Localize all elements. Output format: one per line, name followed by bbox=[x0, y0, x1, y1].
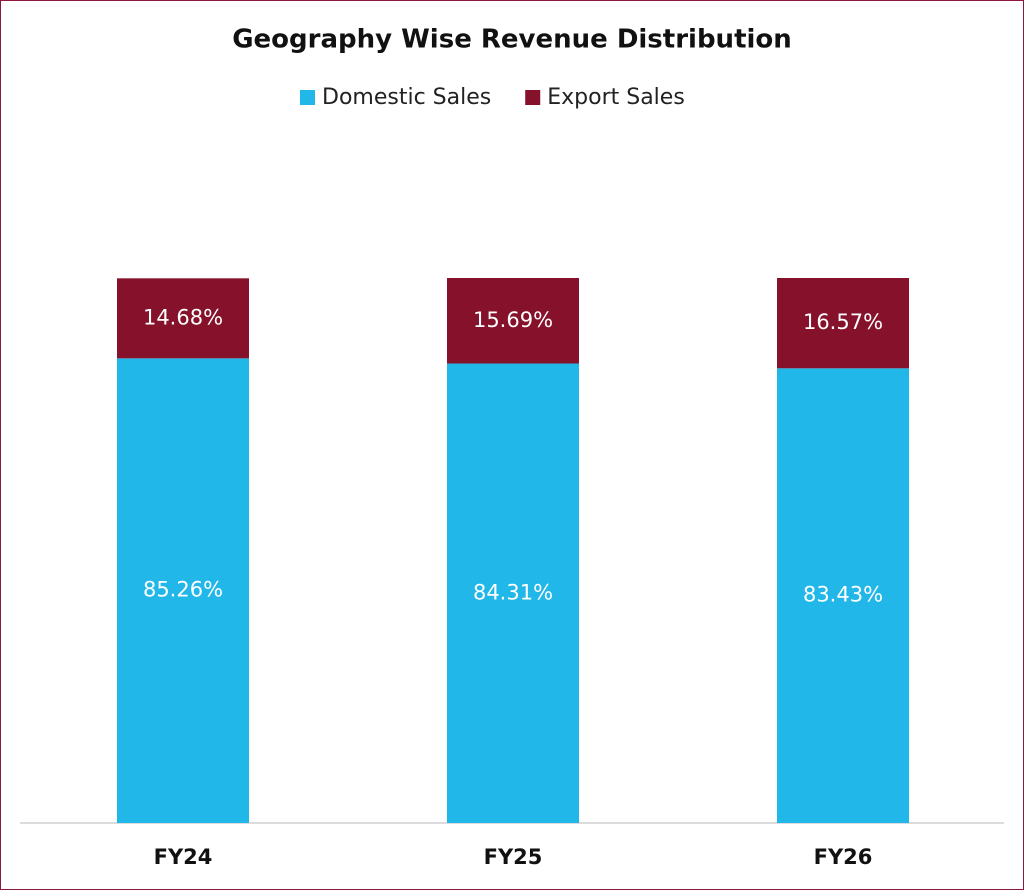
data-label: 15.69% bbox=[473, 308, 553, 332]
data-label: 85.26% bbox=[143, 578, 223, 602]
legend-swatch bbox=[300, 90, 315, 105]
data-label: 14.68% bbox=[143, 305, 223, 329]
bar-segment bbox=[447, 278, 579, 364]
bar-segment bbox=[447, 363, 579, 823]
bar-segment bbox=[777, 368, 909, 823]
x-tick-label: FY26 bbox=[814, 845, 873, 869]
x-tick-label: FY25 bbox=[484, 845, 543, 869]
legend-label: Export Sales bbox=[547, 85, 685, 110]
x-tick-label: FY24 bbox=[154, 845, 213, 869]
legend-label: Domestic Sales bbox=[322, 85, 491, 110]
data-label: 83.43% bbox=[803, 583, 883, 607]
data-label: 16.57% bbox=[803, 310, 883, 334]
bar-segment bbox=[117, 358, 249, 823]
legend-swatch bbox=[525, 90, 541, 105]
bar-segment bbox=[117, 278, 249, 359]
data-label: 84.31% bbox=[473, 580, 553, 604]
bar-segment bbox=[777, 278, 909, 369]
chart-title: Geography Wise Revenue Distribution bbox=[232, 25, 792, 55]
